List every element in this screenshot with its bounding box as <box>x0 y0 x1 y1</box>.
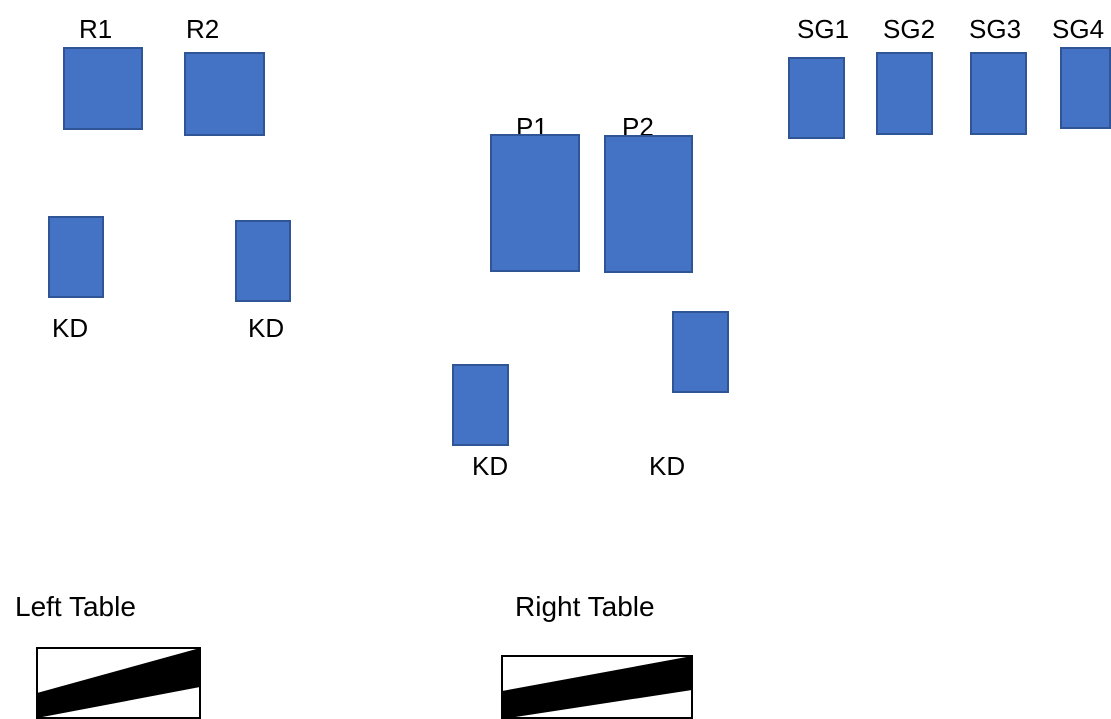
r1-box <box>63 47 143 130</box>
right-table-icon <box>501 655 693 719</box>
kd-left-label-2: KD <box>248 313 285 343</box>
sg3-box <box>970 52 1027 135</box>
sg2-label: SG2 <box>883 14 936 44</box>
kd-center-label-1: KD <box>472 451 509 481</box>
r1-label: R1 <box>79 14 113 44</box>
r2-box <box>184 52 265 136</box>
p2-box <box>604 135 693 273</box>
sg4-label: SG4 <box>1052 14 1105 44</box>
left-table-icon <box>36 647 201 719</box>
kd-left-box-1 <box>48 216 104 298</box>
kd-center-label-2: KD <box>649 451 686 481</box>
kd-center-box-2 <box>672 311 729 393</box>
left-table-label: Left Table <box>15 591 136 622</box>
kd-left-label-1: KD <box>52 313 89 343</box>
kd-left-box-2 <box>235 220 291 302</box>
sg1-box <box>788 57 845 139</box>
kd-center-box-1 <box>452 364 509 446</box>
right-table-wedge <box>502 656 692 719</box>
sg2-box <box>876 52 933 135</box>
r2-label: R2 <box>186 14 220 44</box>
left-table-wedge <box>37 648 200 718</box>
sg1-label: SG1 <box>797 14 850 44</box>
right-table-label: Right Table <box>515 591 655 622</box>
sg3-label: SG3 <box>969 14 1022 44</box>
p1-box <box>490 134 580 272</box>
sg4-box <box>1060 47 1111 129</box>
